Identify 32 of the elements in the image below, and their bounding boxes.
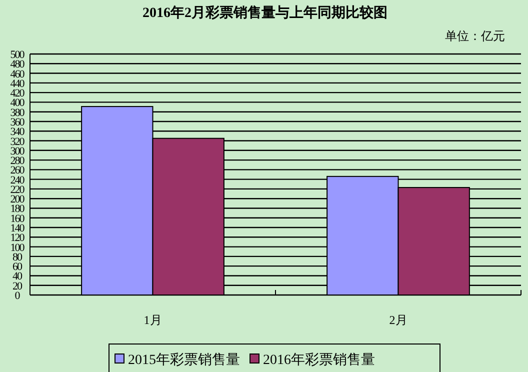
y-tick-label: 140: [10, 222, 26, 235]
y-tick-label: 0: [14, 290, 21, 302]
y-tick-label: 20: [12, 280, 23, 292]
y-tick-label: 380: [10, 106, 26, 119]
y-tick-label: 40: [12, 270, 23, 283]
text: 单位：亿元: [445, 29, 505, 43]
y-tick-label: 220: [10, 184, 26, 196]
y-tick-label: 320: [10, 136, 26, 148]
y-tick-label: 260: [10, 164, 26, 177]
y-tick-label: 160: [10, 212, 26, 225]
y-tick-label: 340: [10, 126, 26, 138]
y-tick-label: 480: [10, 58, 26, 71]
y-tick-label: 80: [12, 251, 23, 264]
y-tick-label: 280: [10, 155, 26, 168]
y-tick-label: 120: [10, 232, 26, 244]
y-tick-label: 440: [10, 78, 26, 90]
x-tick-label: 1月: [144, 313, 162, 327]
y-tick-label: 300: [10, 145, 26, 158]
legend-label: 2015年彩票销售量: [128, 352, 240, 368]
y-tick-label: 400: [10, 97, 26, 110]
x-tick-label: 2月: [389, 313, 408, 327]
y-tick-label: 460: [10, 68, 26, 80]
y-tick-label: 180: [10, 203, 26, 216]
y-tick-label: 240: [10, 174, 26, 186]
y-tick-label: 60: [12, 261, 23, 274]
y-tick-label: 360: [10, 116, 26, 128]
legend-label: 2016年彩票销售量: [263, 352, 375, 368]
chart-title: 2016年2月彩票销售量与上年同期比较图: [142, 5, 388, 21]
y-tick-label: 100: [10, 242, 26, 254]
y-tick-label: 200: [10, 194, 26, 206]
y-tick-label: 420: [10, 88, 26, 100]
y-tick-label: 500: [10, 49, 26, 61]
